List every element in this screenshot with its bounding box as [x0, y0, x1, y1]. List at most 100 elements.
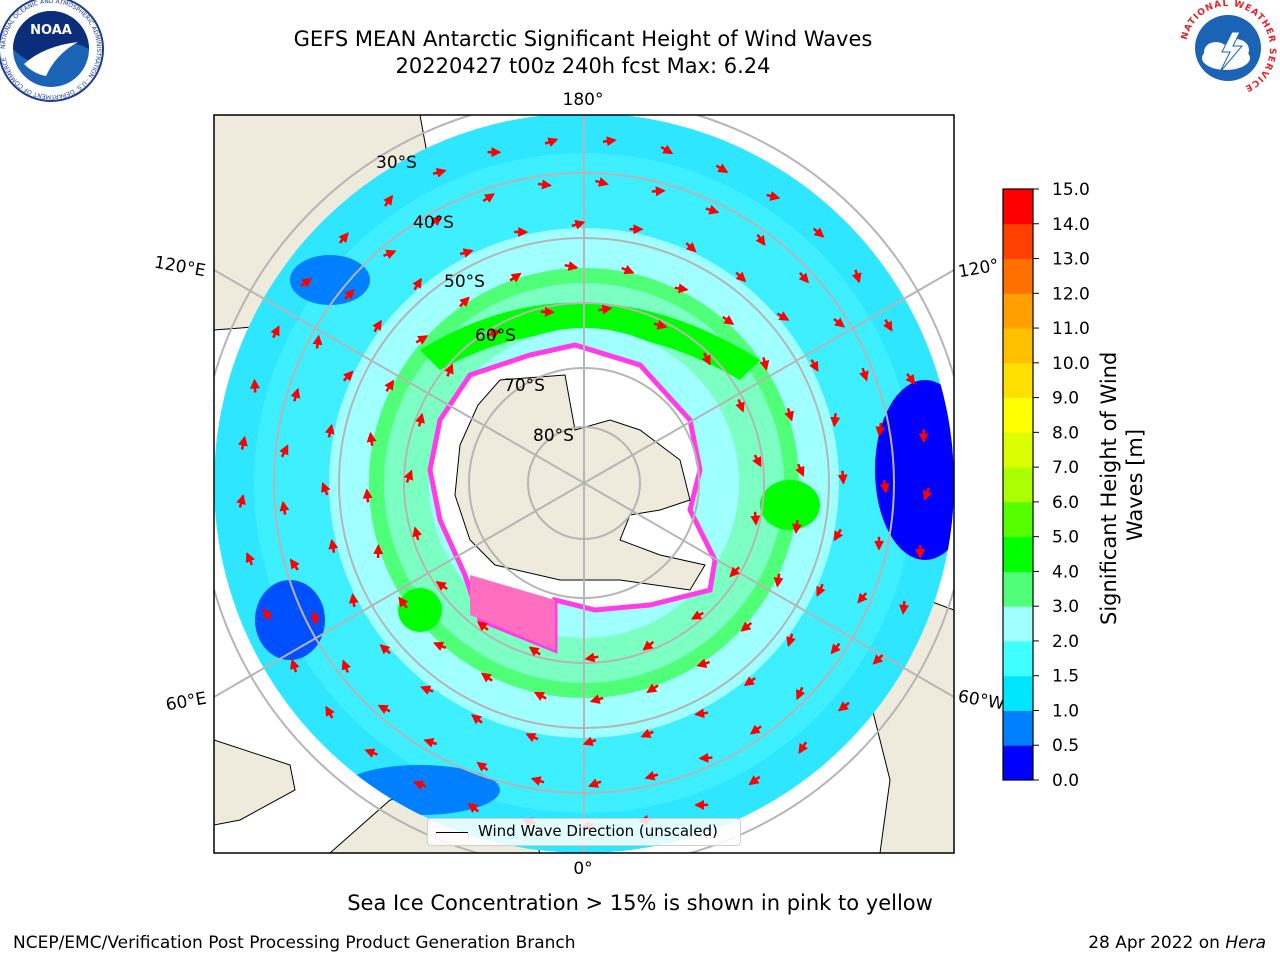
wind-wave-arrow — [383, 249, 397, 260]
wind-wave-arrow — [705, 205, 720, 215]
wind-wave-arrow — [776, 311, 790, 321]
wind-wave-arrow — [879, 479, 890, 494]
wind-wave-arrow — [735, 271, 747, 283]
wind-wave-arrow — [328, 538, 339, 553]
wind-wave-arrow — [796, 686, 806, 701]
wind-wave-arrow — [595, 177, 609, 187]
wind-wave-arrow — [509, 272, 522, 283]
wind-wave-arrow — [883, 318, 893, 332]
wind-wave-arrow — [435, 581, 448, 591]
wind-wave-arrow — [324, 423, 335, 438]
wind-wave-arrow — [859, 367, 869, 382]
wind-wave-arrow — [837, 470, 848, 485]
sea-ice-weddell — [470, 575, 555, 650]
wind-wave-arrow — [798, 741, 809, 754]
legend-line-icon — [436, 832, 468, 833]
wind-wave-arrow — [279, 500, 290, 515]
legend-label: Wind Wave Direction (unscaled) — [478, 822, 718, 840]
wind-wave-arrow — [477, 621, 489, 632]
wind-wave-arrow — [749, 724, 762, 735]
wind-wave-arrow — [412, 526, 422, 541]
wind-wave-arrow — [537, 179, 552, 190]
wind-wave-arrows — [236, 136, 933, 830]
wind-wave-arrow — [530, 776, 545, 786]
wind-wave-arrow — [598, 304, 613, 315]
wind-wave-arrow — [262, 608, 273, 621]
wind-wave-arrow — [480, 672, 493, 683]
lat-label-50: 50°S — [444, 272, 485, 292]
wind-wave-arrow — [740, 621, 753, 632]
wind-wave-arrow — [366, 431, 377, 446]
wind-wave-arrow — [759, 356, 770, 371]
lat-label-70: 70°S — [504, 376, 545, 396]
wind-wave-arrow — [694, 708, 709, 719]
wind-wave-arrow — [899, 600, 909, 615]
wind-wave-arrow — [875, 422, 886, 437]
wind-wave-arrow — [279, 444, 289, 458]
wind-wave-arrow — [922, 487, 933, 501]
wind-wave-arrow — [362, 488, 373, 503]
wind-wave-arrow — [851, 269, 862, 284]
wind-wave-arrow — [290, 387, 301, 402]
wind-wave-arrow — [589, 694, 604, 704]
nws-logo: NATIONAL WEATHER SERVICE — [1178, 0, 1278, 98]
wind-wave-arrow — [816, 583, 826, 597]
wind-wave-arrow — [812, 227, 825, 238]
wind-wave-arrow — [651, 186, 666, 197]
wind-wave-arrow — [857, 592, 868, 604]
wind-wave-arrow — [312, 334, 323, 349]
wind-wave-arrow — [238, 435, 248, 450]
wind-wave-arrow — [249, 378, 260, 393]
wind-wave-arrow — [415, 335, 429, 345]
wind-wave-arrow — [837, 701, 850, 712]
wind-wave-arrow — [690, 610, 704, 620]
lon-label-60e: 60°E — [164, 689, 208, 716]
wind-wave-arrow — [487, 329, 501, 339]
wind-wave-arrow — [458, 296, 470, 308]
wind-wave-arrow — [344, 288, 355, 300]
lon-label-120w: 120° — [957, 255, 1001, 282]
wind-wave-arrow — [722, 315, 735, 325]
wind-wave-arrow — [564, 261, 579, 271]
wind-wave-arrow — [698, 752, 713, 763]
wind-wave-arrow — [755, 233, 766, 247]
wind-wave-arrow — [377, 704, 391, 714]
wind-wave-arrow — [582, 736, 597, 747]
wind-wave-arrow — [289, 558, 300, 571]
sea-ice-caption: Sea Ice Concentration > 15% is shown in … — [347, 891, 933, 915]
wind-wave-arrow — [420, 685, 434, 695]
footer-date-text: 28 Apr 2022 on — [1088, 933, 1226, 953]
wind-wave-arrow — [830, 642, 841, 655]
wind-wave-arrow — [300, 277, 313, 288]
wind-wave-arrow — [674, 283, 689, 294]
noaa-logo-text: NOAA — [30, 23, 72, 38]
wind-wave-arrow — [571, 219, 586, 230]
wind-wave-arrow — [701, 352, 711, 366]
wind-wave-arrow — [384, 379, 395, 392]
wind-wave-arrow — [310, 610, 321, 625]
wind-wave-arrow — [729, 566, 740, 578]
wind-wave-arrow — [833, 528, 844, 542]
wind-wave-arrow — [430, 215, 443, 226]
wind-wave-arrow — [459, 248, 474, 258]
wind-wave-arrow — [584, 652, 599, 663]
wind-wave-arrow — [403, 469, 414, 483]
footer-date: 28 Apr 2022 on Hera — [1088, 933, 1266, 953]
lat-label-30: 30°S — [376, 153, 417, 173]
wind-wave-arrow — [341, 659, 351, 673]
wind-wave-arrow — [642, 640, 655, 651]
wind-wave-arrow — [653, 319, 668, 330]
wind-wave-arrow — [325, 705, 335, 719]
wind-wave-arrow — [540, 306, 555, 317]
wind-wave-arrow — [533, 691, 547, 701]
noaa-logo: NATIONAL OCEANIC AND ATMOSPHERIC ADMINIS… — [0, 0, 104, 102]
wind-wave-arrow — [432, 641, 447, 651]
lon-label-0: 0° — [573, 859, 592, 879]
lat-label-80: 80°S — [533, 426, 574, 446]
wind-wave-arrow — [660, 144, 674, 155]
wind-wave-arrow — [644, 770, 659, 781]
wind-wave-arrow — [833, 317, 846, 328]
wind-wave-arrow — [467, 802, 480, 813]
wind-wave-arrow — [735, 399, 745, 413]
